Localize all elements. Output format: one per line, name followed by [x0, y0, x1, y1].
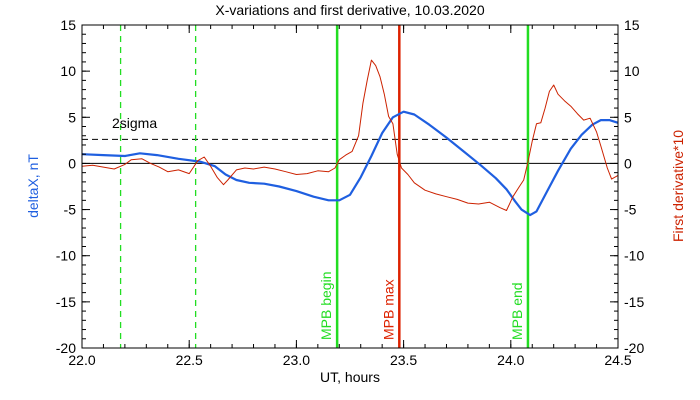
x-tick-label: 22.0 — [68, 352, 95, 368]
chart-ticks: MPB begin MPB max MPB end 22.0 22.5 23.0 23.5 2… — [56, 17, 645, 368]
x-tick-label: 24.5 — [604, 352, 631, 368]
chart-series — [81, 59, 619, 217]
marker-label: MPB max — [380, 279, 396, 340]
x-tick-label: 23.5 — [390, 352, 417, 368]
y-left-tick-label: -5 — [64, 202, 77, 218]
x-tick-label: 23.0 — [283, 352, 310, 368]
y-axis-right-label: First derivative*10 — [670, 130, 686, 242]
y-right-tick-label: -15 — [624, 294, 644, 310]
y-left-tick-label: 10 — [60, 63, 76, 79]
y-left-tick-label: 5 — [68, 109, 76, 125]
x-tick-label: 24.0 — [497, 352, 524, 368]
plot-frame — [81, 24, 619, 349]
y-right-tick-label: 5 — [624, 109, 632, 125]
y-left-tick-label: -15 — [56, 294, 76, 310]
y-axis-left-label: deltaX, nT — [25, 154, 41, 218]
y-right-tick-label: -10 — [624, 248, 644, 264]
x-axis-label: UT, hours — [320, 369, 380, 385]
y-right-tick-label: 15 — [624, 17, 640, 33]
marker-label: MPB begin — [318, 272, 334, 340]
y-left-tick-label: -20 — [56, 340, 76, 356]
y-left-tick-label: -10 — [56, 248, 76, 264]
y-right-tick-label: 10 — [624, 63, 640, 79]
threshold-label: 2sigma — [112, 115, 157, 131]
chart-lines — [82, 25, 618, 348]
y-right-tick-label: -5 — [624, 202, 637, 218]
chart-title: X-variations and first derivative, 10.03… — [215, 2, 484, 18]
y-right-tick-label: -20 — [624, 340, 644, 356]
y-left-tick-label: 15 — [60, 17, 76, 33]
marker-label: MPB end — [509, 282, 525, 340]
deltaX-series-line — [81, 110, 619, 217]
x-tick-label: 22.5 — [176, 352, 203, 368]
y-right-tick-label: 0 — [624, 155, 632, 171]
derivative-series-line — [81, 59, 619, 211]
y-left-tick-label: 0 — [68, 155, 76, 171]
